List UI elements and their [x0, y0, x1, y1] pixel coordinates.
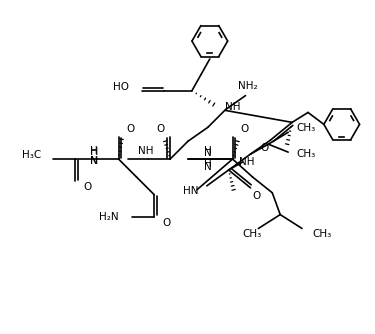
- Text: O: O: [252, 191, 261, 201]
- Text: H: H: [204, 159, 212, 169]
- Text: CH₃: CH₃: [243, 229, 262, 239]
- Text: O: O: [126, 124, 135, 134]
- Text: O: O: [162, 217, 171, 227]
- Text: N: N: [90, 156, 98, 166]
- Text: NH: NH: [239, 157, 254, 167]
- Text: CH₃: CH₃: [312, 229, 331, 239]
- Text: H: H: [90, 146, 98, 156]
- Text: N: N: [90, 156, 98, 166]
- Text: NH: NH: [225, 103, 240, 113]
- Text: O: O: [156, 124, 164, 134]
- Text: H: H: [204, 146, 212, 156]
- Text: HN: HN: [183, 186, 199, 196]
- Text: CH₃: CH₃: [296, 149, 315, 159]
- Text: N: N: [204, 148, 212, 158]
- Text: H₃C: H₃C: [22, 150, 41, 160]
- Text: HO: HO: [114, 82, 129, 92]
- Text: O: O: [240, 124, 249, 134]
- Text: O: O: [83, 182, 91, 192]
- Text: NH₂: NH₂: [238, 81, 257, 91]
- Text: CH₃: CH₃: [296, 123, 315, 133]
- Text: O: O: [260, 143, 268, 153]
- Text: H: H: [90, 147, 98, 157]
- Text: N: N: [204, 162, 212, 172]
- Text: NH: NH: [138, 146, 153, 156]
- Text: H₂N: H₂N: [99, 211, 118, 221]
